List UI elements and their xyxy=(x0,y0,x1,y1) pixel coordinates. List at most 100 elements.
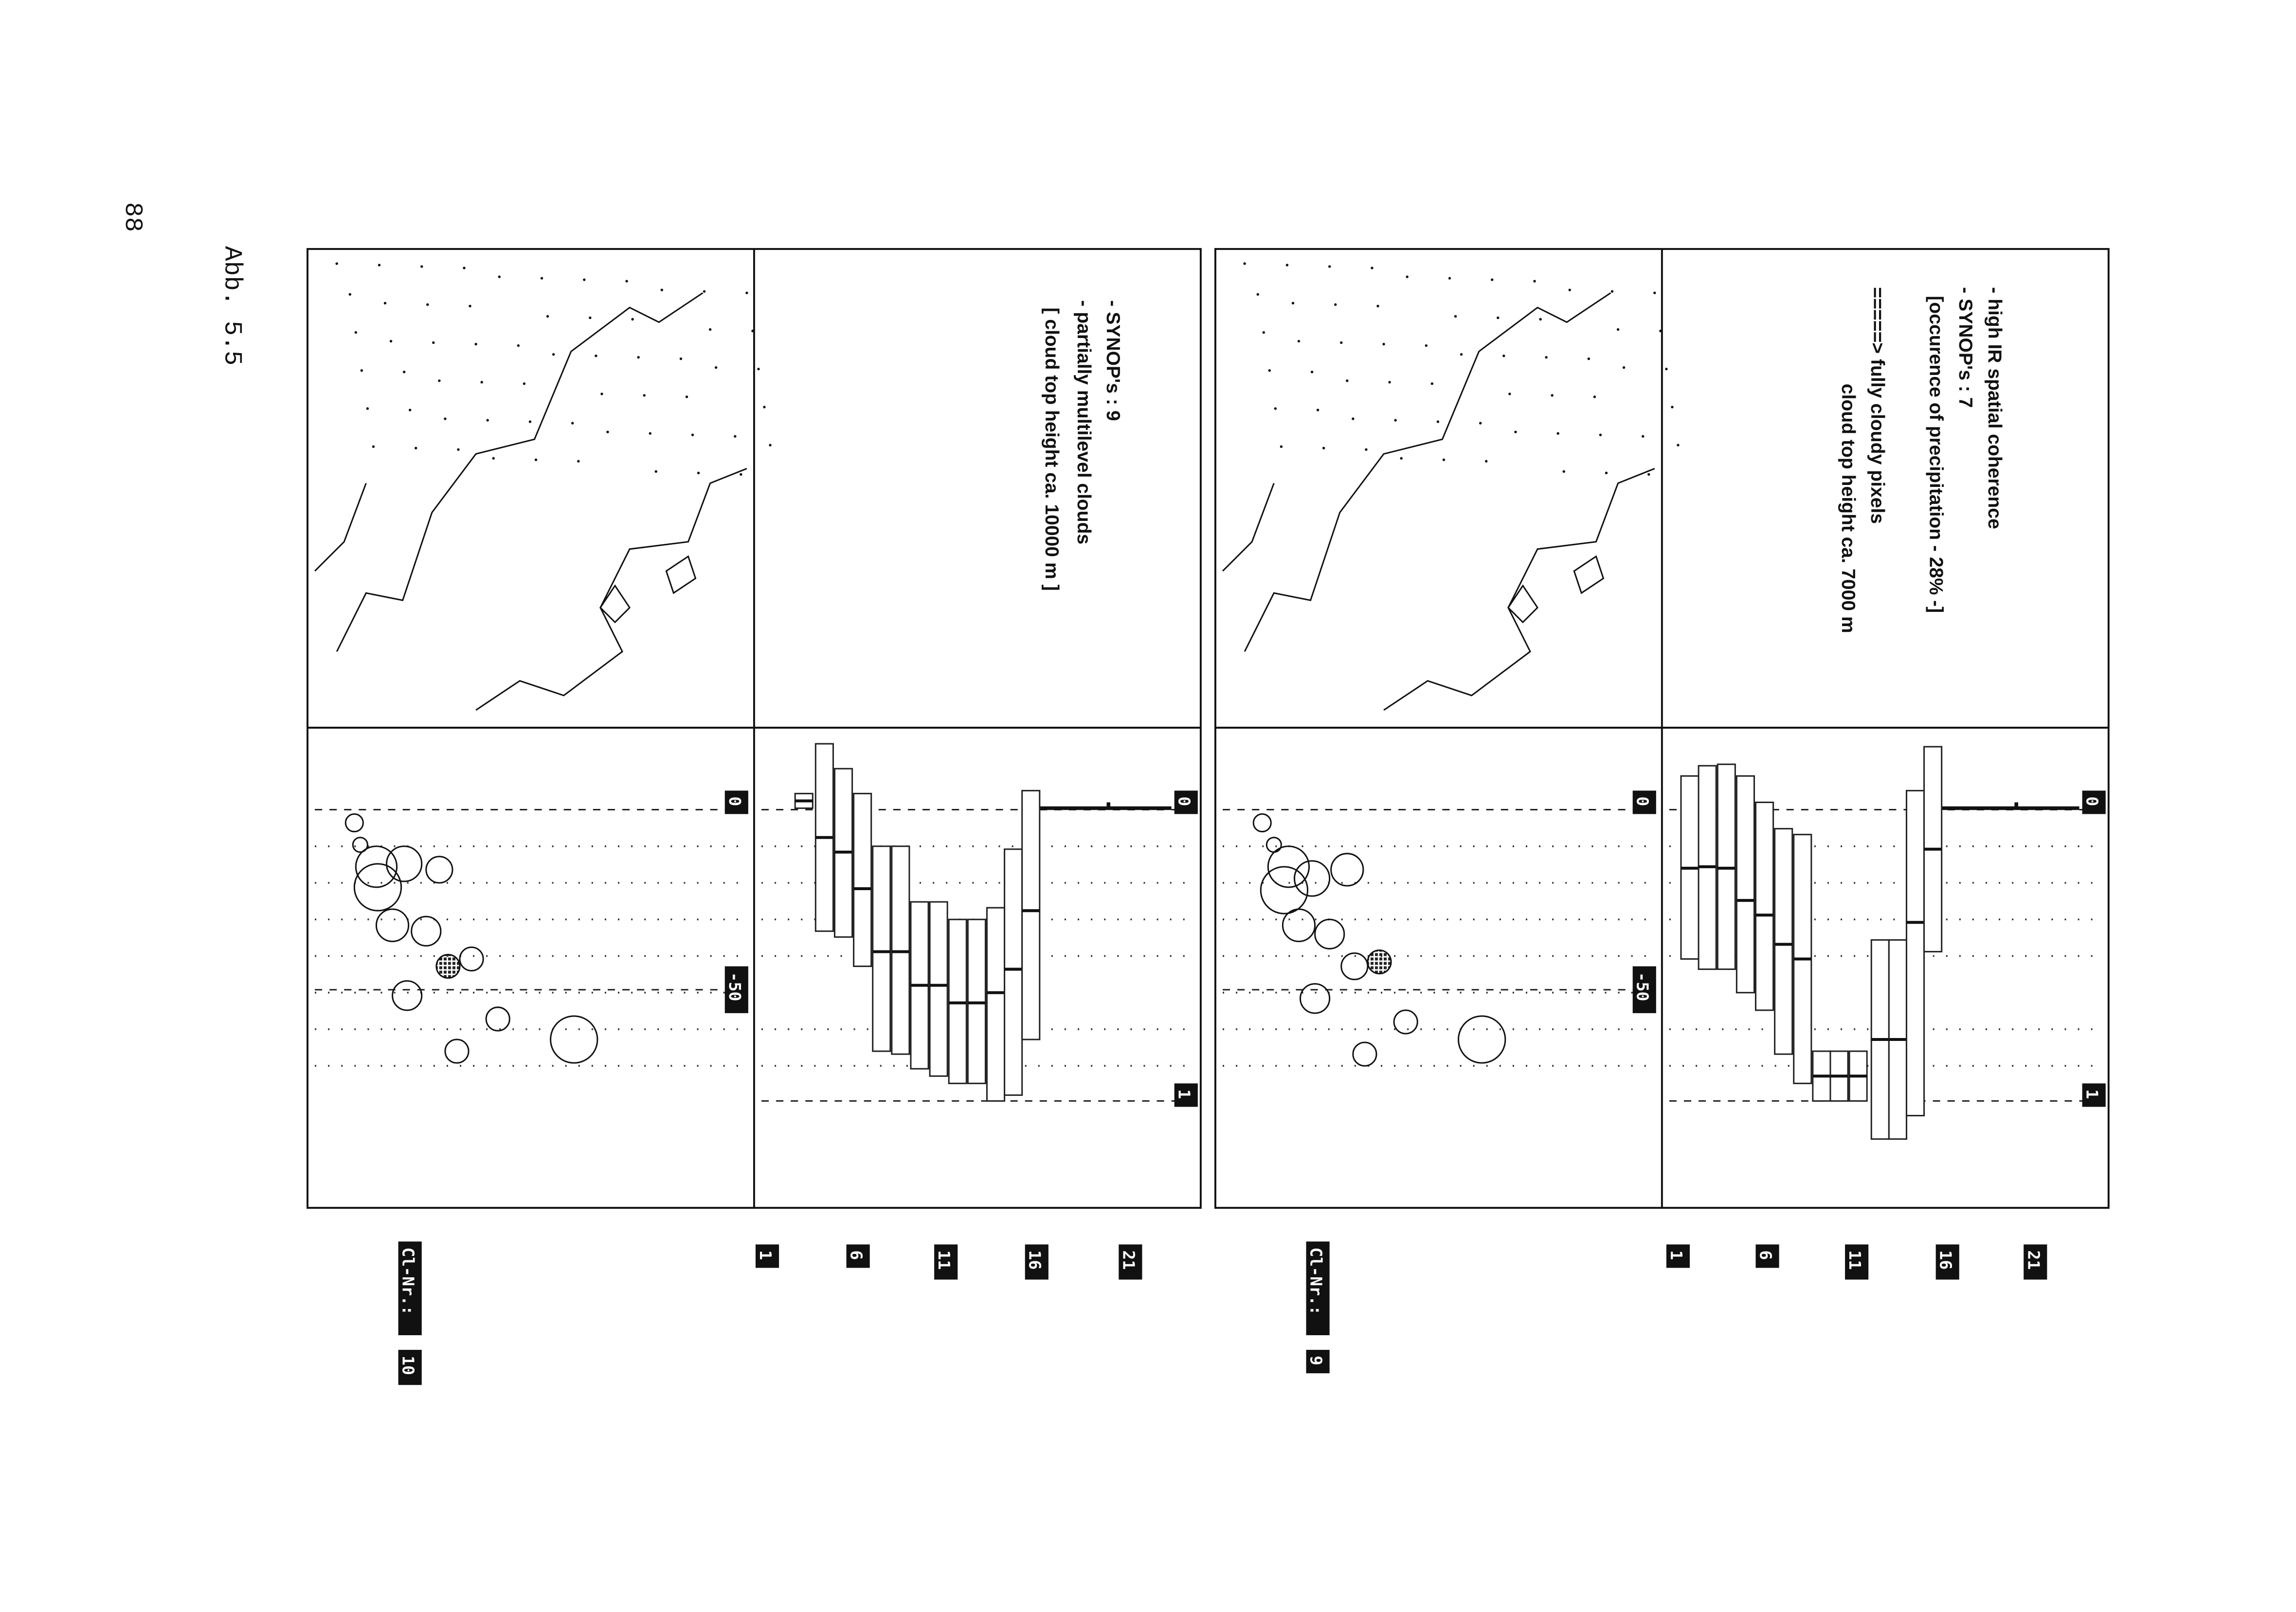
cluster-circle xyxy=(1293,860,1331,897)
map-speck xyxy=(1268,369,1271,372)
map-speck xyxy=(714,366,718,369)
map-speck xyxy=(1616,328,1620,331)
cluster-circle xyxy=(1260,866,1309,914)
map-speck xyxy=(498,275,501,278)
map-speck xyxy=(1285,264,1289,267)
map-speck xyxy=(360,369,363,372)
map-speck xyxy=(1328,265,1331,268)
map-speck xyxy=(643,394,646,397)
scale-label: 0 xyxy=(725,796,744,806)
scale-label-bg xyxy=(1632,966,1656,1013)
box xyxy=(853,792,872,967)
map-speck xyxy=(366,407,369,410)
map-speck xyxy=(1671,406,1674,409)
row-label-bg xyxy=(2024,1244,2047,1280)
row-label-bg xyxy=(1025,1244,1049,1280)
map-speck xyxy=(420,265,423,268)
map-speck xyxy=(463,267,466,269)
map-speck xyxy=(1491,278,1494,281)
row-label-bg xyxy=(846,1244,870,1268)
map-speck xyxy=(769,444,772,447)
map-speck xyxy=(444,417,447,420)
note-line: - SYNOP's : 7 xyxy=(1955,287,1976,408)
cluster-label-bg xyxy=(1306,1241,1330,1335)
cluster-circle xyxy=(344,813,364,833)
map-speck xyxy=(492,457,495,460)
map-speck xyxy=(660,288,664,291)
figure-caption: Abb. 5.5 xyxy=(217,246,246,366)
scale-label-bg xyxy=(1174,1083,1198,1107)
map-speck xyxy=(1425,344,1428,347)
map-speck xyxy=(595,354,597,358)
map-speck xyxy=(438,379,441,382)
map-speck xyxy=(372,445,375,448)
note-line: - SYNOP's : 9 xyxy=(1103,300,1123,421)
box xyxy=(986,907,1006,1102)
page-number: 88 xyxy=(118,202,146,232)
map-speck xyxy=(1508,393,1511,395)
map-speck xyxy=(1262,331,1265,334)
cluster-circle xyxy=(459,946,484,972)
map-speck xyxy=(1394,419,1397,422)
note-line: - partially multilevel clouds xyxy=(1073,300,1094,544)
map-speck xyxy=(1376,304,1379,307)
box xyxy=(1754,801,1774,1011)
map-speck xyxy=(457,448,460,451)
map-speck xyxy=(1280,445,1283,448)
map-speck xyxy=(583,278,586,281)
cluster-circle xyxy=(1393,1009,1418,1035)
row-label: 21 xyxy=(1119,1250,1138,1270)
box xyxy=(872,845,891,1052)
map-speck xyxy=(546,315,549,318)
map-speck xyxy=(1610,290,1614,293)
scale-label-bg xyxy=(1174,790,1198,814)
map-speck xyxy=(1388,381,1391,384)
map-speck xyxy=(637,356,640,359)
note-line: - high IR spatial coherence xyxy=(1984,287,2005,529)
box xyxy=(929,901,948,1077)
map-speck xyxy=(751,329,754,333)
map-speck xyxy=(486,419,489,422)
map-speck xyxy=(1539,318,1542,321)
map-speck xyxy=(1647,473,1650,476)
cluster-circle xyxy=(1267,845,1310,888)
map-speck xyxy=(1562,470,1565,473)
map-speck xyxy=(1479,422,1482,425)
row-label: 1 xyxy=(756,1250,775,1260)
scale-label-bg xyxy=(1632,790,1656,814)
map-speck xyxy=(571,422,574,425)
cluster-circle xyxy=(550,1015,598,1064)
cluster-circle xyxy=(1299,983,1331,1014)
cluster-circle xyxy=(386,845,423,882)
map-speck xyxy=(1243,262,1246,265)
scale-label: -50 xyxy=(1633,972,1652,1002)
row-label-bg xyxy=(1119,1244,1142,1280)
map-speck xyxy=(606,430,609,433)
cluster-number: 10 xyxy=(399,1356,418,1375)
row-label: 1 xyxy=(1667,1250,1686,1260)
map-speck xyxy=(540,277,543,280)
map-speck xyxy=(1322,447,1325,449)
map-speck xyxy=(474,342,477,346)
cluster-number-bg xyxy=(1306,1350,1330,1374)
cluster-circle xyxy=(1352,1041,1377,1067)
scale-label-bg xyxy=(2082,790,2106,814)
map-speck xyxy=(1460,353,1463,356)
map-speck xyxy=(1454,315,1457,318)
row-label-bg xyxy=(755,1244,779,1268)
scale-label: 0 xyxy=(1175,796,1194,806)
row-label-bg xyxy=(1845,1244,1869,1280)
map-speck xyxy=(589,316,592,320)
box xyxy=(1004,848,1023,1096)
map-speck xyxy=(679,357,683,360)
map-speck xyxy=(757,367,760,371)
map-speck xyxy=(1551,394,1554,397)
cluster-circle xyxy=(375,908,410,942)
row-label-bg xyxy=(1755,1244,1779,1268)
cluster-circle xyxy=(1340,952,1369,981)
cluster-circle xyxy=(1266,837,1282,853)
box xyxy=(1774,828,1793,1055)
cluster-circle xyxy=(411,915,442,947)
map-speck xyxy=(625,280,628,283)
